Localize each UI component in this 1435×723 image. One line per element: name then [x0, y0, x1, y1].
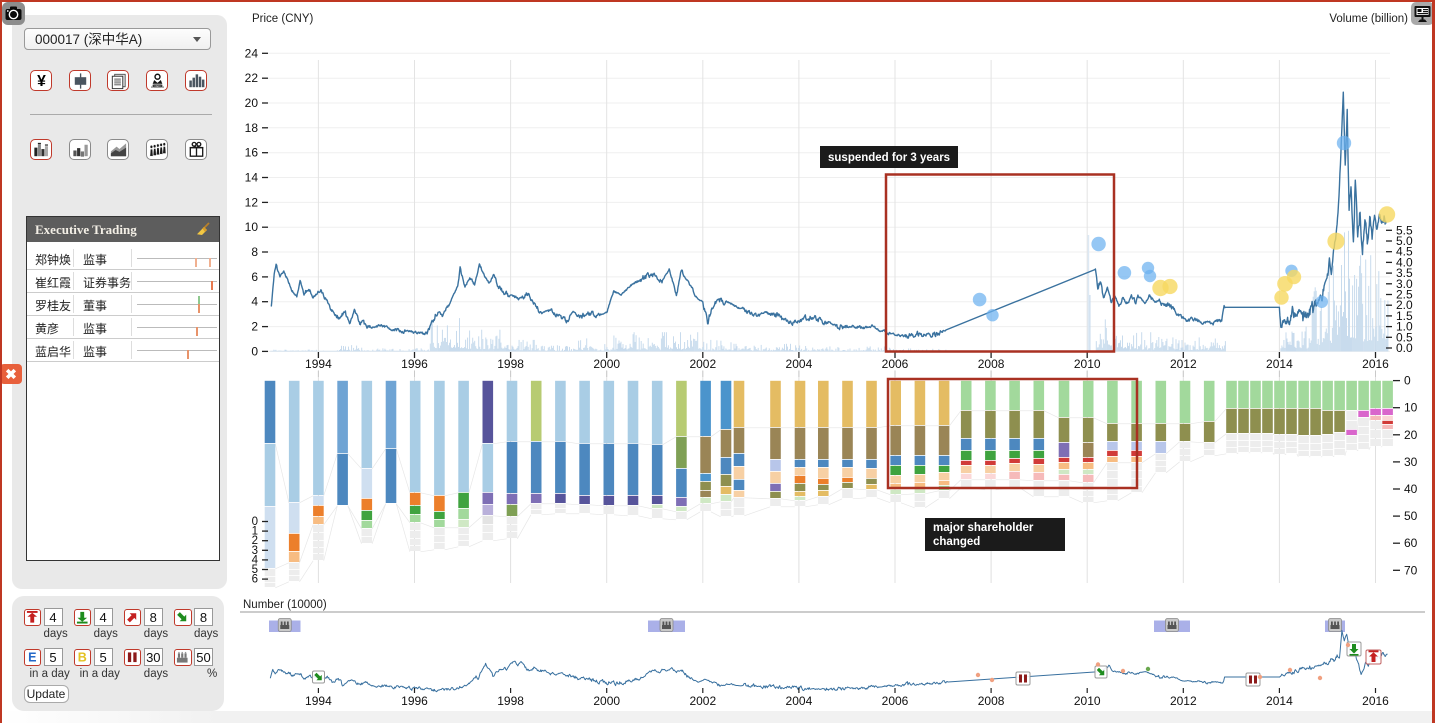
svg-text:1998: 1998 — [497, 694, 524, 708]
svg-text:2000: 2000 — [593, 357, 620, 371]
svg-text:1998: 1998 — [497, 357, 524, 371]
svg-text:2002: 2002 — [689, 694, 716, 708]
svg-text:2010: 2010 — [1074, 694, 1101, 708]
svg-text:2008: 2008 — [978, 357, 1005, 371]
svg-text:22: 22 — [245, 71, 259, 85]
svg-text:1: 1 — [252, 526, 258, 538]
svg-text:10: 10 — [1404, 401, 1418, 415]
svg-text:B: B — [77, 650, 86, 664]
svg-text:2006: 2006 — [882, 357, 909, 371]
svg-text:1.5: 1.5 — [1396, 309, 1413, 323]
svg-text:40: 40 — [1404, 482, 1418, 496]
svg-text:3.0: 3.0 — [1396, 277, 1413, 291]
svg-text:10: 10 — [245, 220, 259, 234]
svg-text:2004: 2004 — [786, 357, 813, 371]
svg-text:2000: 2000 — [593, 694, 620, 708]
svg-text:suspended for 3 years: suspended for 3 years — [828, 152, 950, 164]
svg-text:0: 0 — [1404, 374, 1411, 388]
svg-text:60: 60 — [1404, 536, 1418, 550]
svg-text:2010: 2010 — [1074, 357, 1101, 371]
svg-text:5.0: 5.0 — [1396, 234, 1413, 248]
svg-text:2012: 2012 — [1170, 357, 1197, 371]
svg-text:major shareholder: major shareholder — [933, 522, 1034, 534]
svg-text:2014: 2014 — [1266, 357, 1293, 371]
svg-text:2004: 2004 — [786, 694, 813, 708]
svg-text:2006: 2006 — [882, 694, 909, 708]
svg-text:2008: 2008 — [978, 694, 1005, 708]
svg-text:1.0: 1.0 — [1396, 320, 1413, 334]
svg-text:2016: 2016 — [1362, 694, 1389, 708]
svg-text:4: 4 — [251, 295, 258, 309]
svg-text:2: 2 — [251, 320, 258, 334]
svg-text:18: 18 — [245, 121, 259, 135]
svg-text:0.5: 0.5 — [1396, 330, 1413, 344]
svg-text:2014: 2014 — [1266, 694, 1293, 708]
svg-text:Number (10000): Number (10000) — [243, 599, 327, 611]
svg-text:0.0: 0.0 — [1396, 341, 1413, 355]
svg-text:2.0: 2.0 — [1396, 298, 1413, 312]
svg-text:1994: 1994 — [305, 694, 332, 708]
svg-text:2016: 2016 — [1362, 357, 1389, 371]
svg-text:5: 5 — [252, 564, 258, 576]
svg-text:0: 0 — [251, 344, 258, 358]
svg-text:6: 6 — [252, 574, 258, 586]
svg-text:Price (CNY): Price (CNY) — [252, 13, 314, 25]
svg-text:70: 70 — [1404, 563, 1418, 577]
svg-text:2.5: 2.5 — [1396, 288, 1413, 302]
svg-text:50: 50 — [1404, 509, 1418, 523]
svg-text:14: 14 — [245, 171, 259, 185]
svg-text:1996: 1996 — [401, 694, 428, 708]
svg-text:20: 20 — [1404, 428, 1418, 442]
svg-text:E: E — [28, 650, 36, 664]
svg-text:4: 4 — [252, 554, 259, 566]
svg-text:16: 16 — [245, 146, 259, 160]
svg-text:24: 24 — [245, 46, 259, 60]
svg-text:1996: 1996 — [401, 357, 428, 371]
svg-text:20: 20 — [245, 96, 259, 110]
svg-text:5.5: 5.5 — [1396, 223, 1413, 237]
svg-text:changed: changed — [933, 536, 980, 548]
svg-text:2: 2 — [252, 535, 258, 547]
svg-text:3: 3 — [252, 545, 258, 557]
svg-text:6: 6 — [251, 270, 258, 284]
svg-text:CEO: CEO — [154, 84, 161, 88]
svg-text:1994: 1994 — [305, 357, 332, 371]
svg-text:12: 12 — [245, 195, 259, 209]
svg-text:30: 30 — [1404, 455, 1418, 469]
svg-text:3.5: 3.5 — [1396, 266, 1413, 280]
svg-text:4.0: 4.0 — [1396, 255, 1413, 269]
svg-text:8: 8 — [251, 245, 258, 259]
svg-text:2012: 2012 — [1170, 694, 1197, 708]
svg-text:¥: ¥ — [37, 73, 46, 90]
svg-text:2002: 2002 — [689, 357, 716, 371]
svg-text:4.5: 4.5 — [1396, 245, 1413, 259]
svg-text:Volume (billion): Volume (billion) — [1329, 13, 1408, 25]
svg-text:0: 0 — [252, 516, 258, 528]
